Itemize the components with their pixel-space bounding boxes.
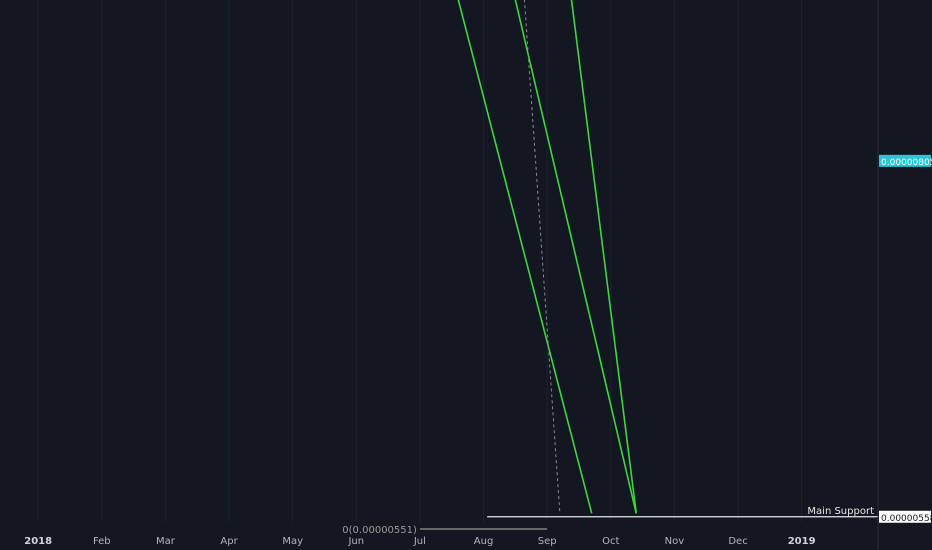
fib-extension-levels: 4.236(0.00008609)3.618(0.00007434)2.618(… (342, 525, 548, 536)
price-tag-bg (879, 510, 931, 523)
grid (37, 0, 803, 522)
time-tick-label: Nov (665, 536, 685, 547)
time-tick-label: 2018 (24, 536, 52, 547)
price-tag-text: 0.00000805 (881, 158, 932, 168)
horizontal-levels (487, 516, 878, 518)
price-axis-panel[interactable] (878, 0, 932, 550)
time-tick-label: Dec (728, 536, 747, 547)
time-tick-label: Aug (474, 536, 494, 547)
trendlines (457, 0, 638, 514)
time-tick-label: Apr (220, 536, 238, 547)
price-tags: 0.000027100.000024290.000020440.00001748… (879, 154, 932, 524)
level-labels: EMA 20 / Vol Weighted MASMA 20 Resistanc… (807, 506, 874, 517)
time-tick-label: Mar (156, 536, 176, 547)
price-tag-text: 0.00000558 (881, 514, 932, 524)
time-tick-label: Sep (538, 536, 557, 547)
trendline (457, 0, 593, 514)
trendline (570, 0, 638, 514)
price-tag-bg (879, 154, 931, 167)
time-tick-label: Oct (602, 536, 619, 547)
dashed-projection-line (523, 0, 561, 514)
time-tick-label: Jun (347, 536, 364, 547)
fib-level-label: 0(0.00000551) (342, 525, 417, 536)
time-axis: 2018 Feb Mar Apr May Jun Jul Aug Sep Oct Nov Dec 201… (24, 536, 815, 547)
time-tick-label: 2019 (788, 536, 816, 547)
time-tick-label: Jul (413, 536, 426, 547)
level-label: Main Support (807, 506, 874, 517)
time-tick-label: May (282, 536, 303, 547)
trendline (514, 0, 638, 514)
time-tick-label: Feb (93, 536, 111, 547)
